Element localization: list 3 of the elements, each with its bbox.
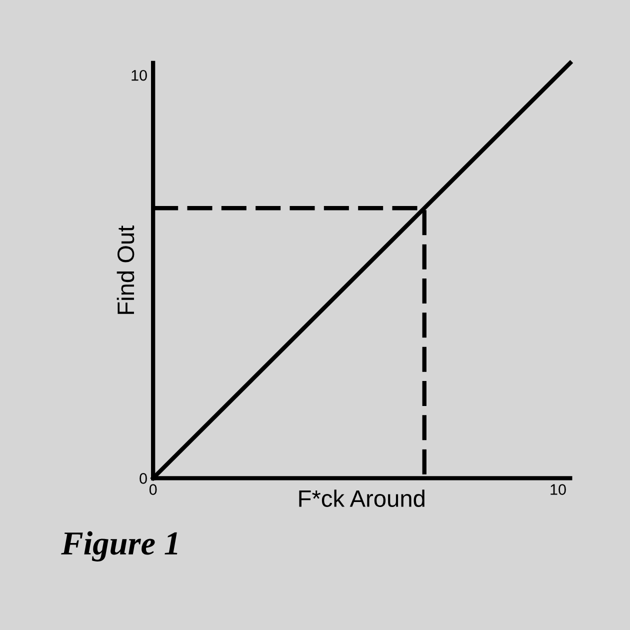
caption: Figure 1: [61, 531, 178, 562]
x-axis-title: F*ck Around: [299, 490, 424, 507]
y-axis-title: Find Out: [116, 225, 134, 314]
